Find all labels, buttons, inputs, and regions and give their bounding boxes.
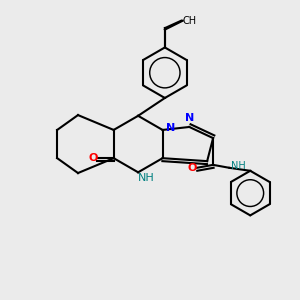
Text: N: N — [166, 124, 176, 134]
Text: NH: NH — [137, 173, 154, 183]
Text: O: O — [188, 163, 197, 173]
Text: CH: CH — [183, 16, 197, 26]
Text: N: N — [185, 112, 194, 122]
Text: O: O — [88, 153, 98, 163]
Text: NH: NH — [231, 161, 246, 171]
